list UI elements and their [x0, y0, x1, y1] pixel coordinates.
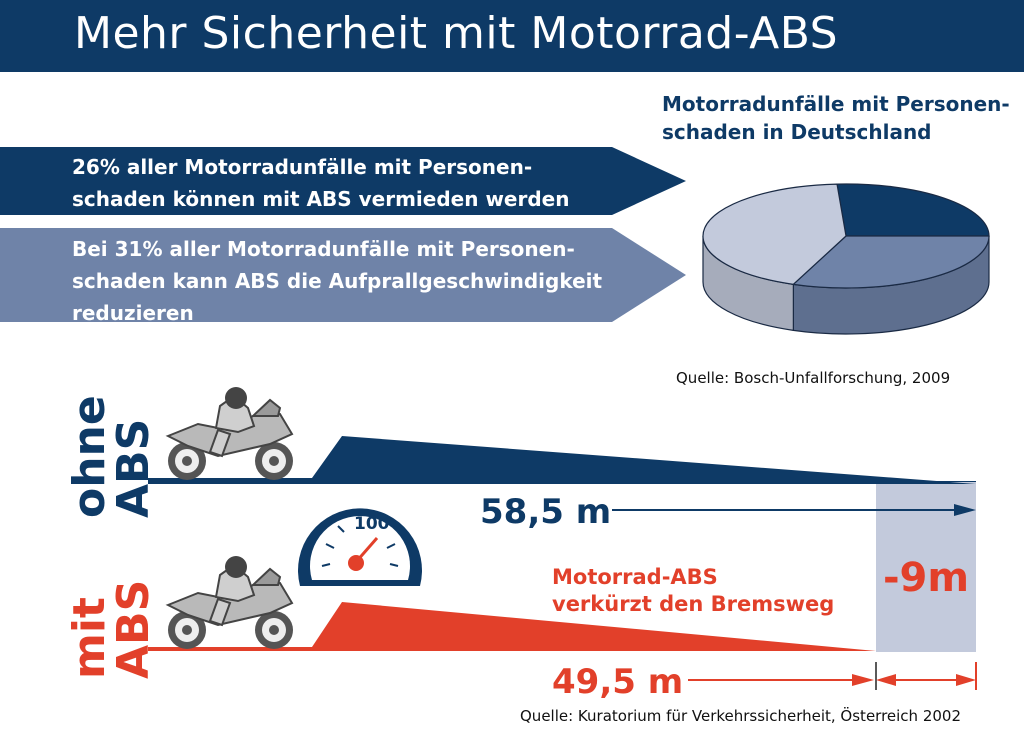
banner-reduced-line2: schaden kann ABS die Aufprallgeschwindig… — [72, 269, 603, 293]
motorcycle-rider-icon — [165, 556, 294, 649]
speed-label: 100 — [354, 514, 390, 534]
label-without-abs: ohne ABS — [64, 395, 159, 520]
banner-avoided-line1: 26% aller Motorradunfälle mit Personen- — [72, 155, 533, 179]
arrow-with — [688, 674, 874, 686]
label-without-line2: ABS — [108, 418, 159, 518]
abs-message-line1: Motorrad-ABS — [552, 565, 718, 589]
label-with-line1: mit — [64, 597, 115, 679]
arrow-difference — [875, 662, 977, 690]
label-without-line1: ohne — [64, 395, 115, 518]
pie-slice-1 — [836, 183, 990, 237]
distance-without-abs: 58,5 m — [480, 492, 612, 532]
pie-title: Motorradunfälle mit Personen- schaden in… — [662, 90, 1022, 146]
distance-with-abs: 49,5 m — [552, 662, 684, 702]
title-bar — [0, 0, 1024, 72]
speedometer-icon — [298, 508, 422, 586]
pie-slice-2 — [792, 235, 990, 289]
distance-difference: -9m — [882, 555, 970, 601]
banner-avoided — [0, 147, 686, 215]
pie-title-line1: Motorradunfälle mit Personen- — [662, 92, 1010, 116]
banner-reduced-line1: Bei 31% aller Motorradunfälle mit Person… — [72, 237, 575, 261]
braking-wedge-with — [148, 602, 876, 651]
pie-chart — [702, 183, 990, 335]
pie-slice-3 — [702, 183, 847, 285]
abs-message: Motorrad-ABS verkürzt den Bremsweg — [552, 564, 834, 618]
page-title: Mehr Sicherheit mit Motorrad-ABS — [74, 8, 839, 59]
label-with-line2: ABS — [108, 579, 159, 679]
pie-title-line2: schaden in Deutschland — [662, 120, 932, 144]
braking-source: Quelle: Kuratorium für Verkehrssicherhei… — [520, 707, 961, 725]
banner-avoided-text: 26% aller Motorradunfälle mit Personen- … — [72, 151, 632, 215]
arrow-without — [612, 504, 976, 516]
braking-wedge-without — [148, 436, 976, 484]
motorcycle-rider-icon — [165, 387, 294, 480]
banner-reduced-text: Bei 31% aller Motorradunfälle mit Person… — [72, 233, 652, 329]
banner-reduced-line3: reduzieren — [72, 301, 194, 325]
banner-reduced — [0, 228, 686, 322]
abs-message-line2: verkürzt den Bremsweg — [552, 592, 835, 616]
pie-source: Quelle: Bosch-Unfallforschung, 2009 — [676, 369, 951, 387]
label-with-abs: mit ABS — [64, 580, 159, 680]
banner-avoided-line2: schaden können mit ABS vermieden werden — [72, 187, 570, 211]
